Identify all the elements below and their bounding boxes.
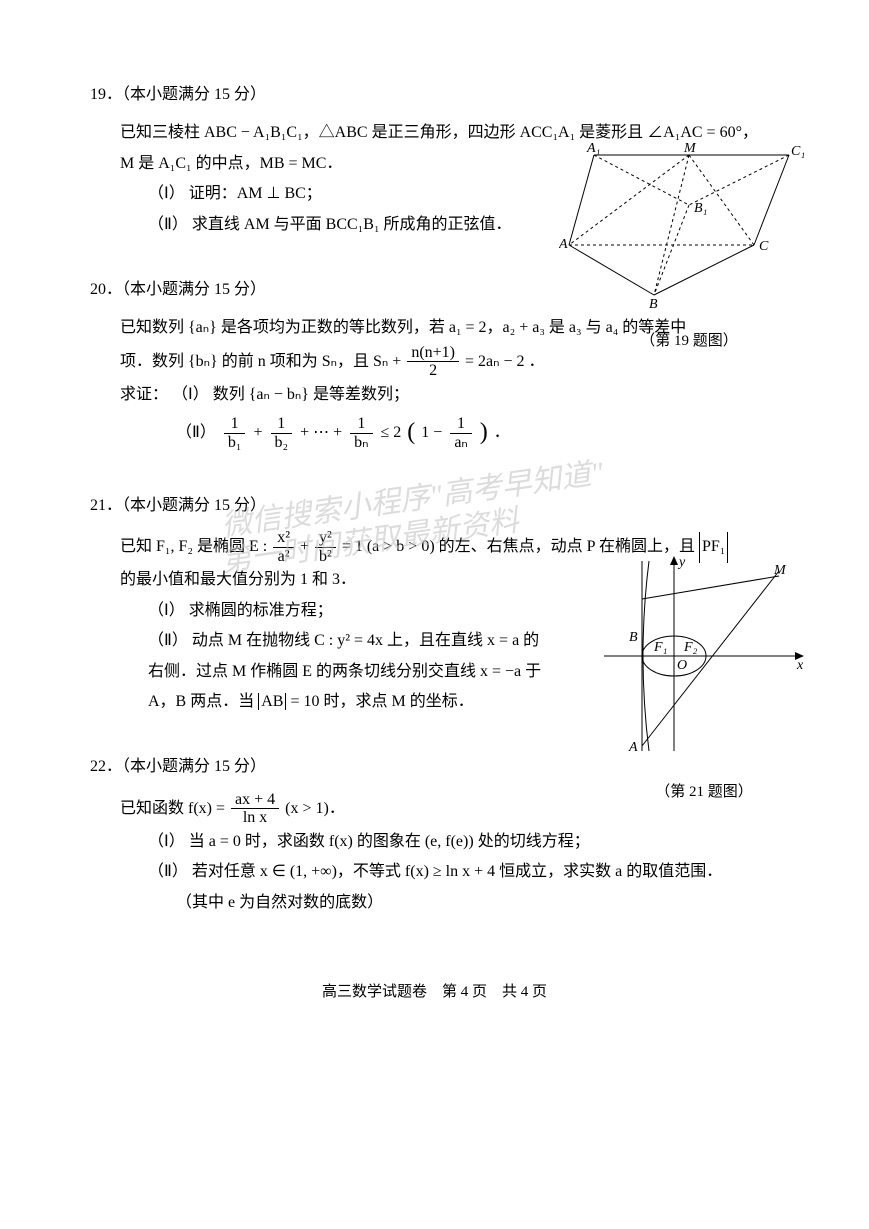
label-C: C xyxy=(759,239,769,254)
problem-22-part2: （Ⅱ） 若对任意 x ∈ (1, +∞)，不等式 f(x) ≥ ln x + 4… xyxy=(120,857,779,887)
part1-text: 当 a = 0 时，求函数 f(x) 的图象在 (e, f(e)) 处的切线方程… xyxy=(189,833,590,850)
part1-label: （Ⅰ） xyxy=(172,386,209,403)
line2-pre: 项．数列 {bₙ} 的前 n 项和为 Sₙ，且 Sₙ + xyxy=(120,347,401,377)
problem-number: 19． xyxy=(90,86,122,103)
page-footer: 高三数学试题卷 第 4 页 共 4 页 xyxy=(90,978,779,1007)
part2-label: （Ⅱ） xyxy=(148,216,188,233)
line1-pre: 已知函数 f(x) = xyxy=(120,794,225,824)
part1-text: 证明：AM ⊥ BC； xyxy=(189,185,322,202)
label-y: y xyxy=(677,555,686,570)
problem-number: 21． xyxy=(90,497,122,514)
part2-label: （Ⅱ） xyxy=(176,418,216,448)
part1-text: 求椭圆的标准方程； xyxy=(189,602,333,619)
frac-nn1-2: n(n+1) 2 xyxy=(407,344,459,380)
problem-22-title: 22．（本小题满分 15 分） xyxy=(90,752,779,782)
label-x: x xyxy=(796,658,804,673)
part1-label: （Ⅰ） xyxy=(148,602,185,619)
problem-number: 22． xyxy=(90,758,122,775)
problem-20-part2: （Ⅱ） 1b₁ + 1b₂ + ⋯ + 1bₙ ≤ 2 ( 1 − 1aₙ ) … xyxy=(120,410,779,456)
label-O: O xyxy=(677,658,687,673)
problem-22-note: （其中 e 为自然对数的底数） xyxy=(120,888,779,918)
problem-19: 19．（本小题满分 15 分） 已知三棱柱 ABC − A₁B₁C₁，△ABC … xyxy=(90,80,779,240)
proof-label: 求证： xyxy=(120,386,168,403)
label-A1: A₁ xyxy=(586,141,600,156)
problem-number: 20． xyxy=(90,281,122,298)
part2-label: （Ⅱ） xyxy=(148,863,188,880)
points-label: （本小题满分 15 分） xyxy=(122,281,266,298)
part2-text: 求直线 AM 与平面 BCC₁B₁ 所成角的正弦值． xyxy=(192,216,512,233)
points-label: （本小题满分 15 分） xyxy=(122,497,266,514)
part2-label: （Ⅱ） xyxy=(148,632,188,649)
label-C1: C₁ xyxy=(791,144,805,159)
label-B1: B₁ xyxy=(694,201,707,216)
line2-post: = 2aₙ − 2 ． xyxy=(465,347,545,377)
line1-post: (x > 1)． xyxy=(285,794,345,824)
part1-text: 数列 {aₙ − bₙ} 是等差数列； xyxy=(213,386,409,403)
problem-20-line1: 已知数列 {aₙ} 是各项均为正数的等比数列，若 a₁ = 2，a₂ + a₃ … xyxy=(120,313,779,343)
problem-19-title: 19．（本小题满分 15 分） xyxy=(90,80,779,110)
line1-pre: 已知 F₁, F₂ 是椭圆 E : xyxy=(120,532,267,562)
points-label: （本小题满分 15 分） xyxy=(122,86,266,103)
part1-label: （Ⅰ） xyxy=(148,185,185,202)
abs-ab: AB xyxy=(258,693,286,710)
problem-20-proof: 求证： （Ⅰ） 数列 {aₙ − bₙ} 是等差数列； xyxy=(120,380,779,410)
problem-20: 20．（本小题满分 15 分） 已知数列 {aₙ} 是各项均为正数的等比数列，若… xyxy=(90,275,779,456)
problem-21: 微信搜索小程序"高考早知道" 第一时间获取最新资料 21．（本小题满分 15 分… xyxy=(90,491,779,718)
problem-20-title: 20．（本小题满分 15 分） xyxy=(90,275,779,305)
part1-label: （Ⅰ） xyxy=(148,833,185,850)
label-B: B xyxy=(629,630,638,645)
label-A: A xyxy=(559,237,568,252)
label-F1: F₁ xyxy=(653,640,667,655)
problem-20-line2: 项．数列 {bₙ} 的前 n 项和为 Sₙ，且 Sₙ + n(n+1) 2 = … xyxy=(120,344,779,380)
problem-22: 22．（本小题满分 15 分） 已知函数 f(x) = ax + 4ln x (… xyxy=(90,752,779,918)
problem-22-part1: （Ⅰ） 当 a = 0 时，求函数 f(x) 的图象在 (e, f(e)) 处的… xyxy=(120,827,779,857)
label-M: M xyxy=(773,563,787,578)
points-label: （本小题满分 15 分） xyxy=(122,758,266,775)
part2-text: 若对任意 x ∈ (1, +∞)，不等式 f(x) ≥ ln x + 4 恒成立… xyxy=(192,863,722,880)
label-M: M xyxy=(683,141,697,156)
problem-21-title: 21．（本小题满分 15 分） xyxy=(90,491,779,521)
problem-22-line1: 已知函数 f(x) = ax + 4ln x (x > 1)． xyxy=(120,791,779,827)
part2-l1: 动点 M 在抛物线 C : y² = 4x 上，且在直线 x = a 的 xyxy=(192,632,539,649)
label-F2: F₂ xyxy=(683,640,698,655)
